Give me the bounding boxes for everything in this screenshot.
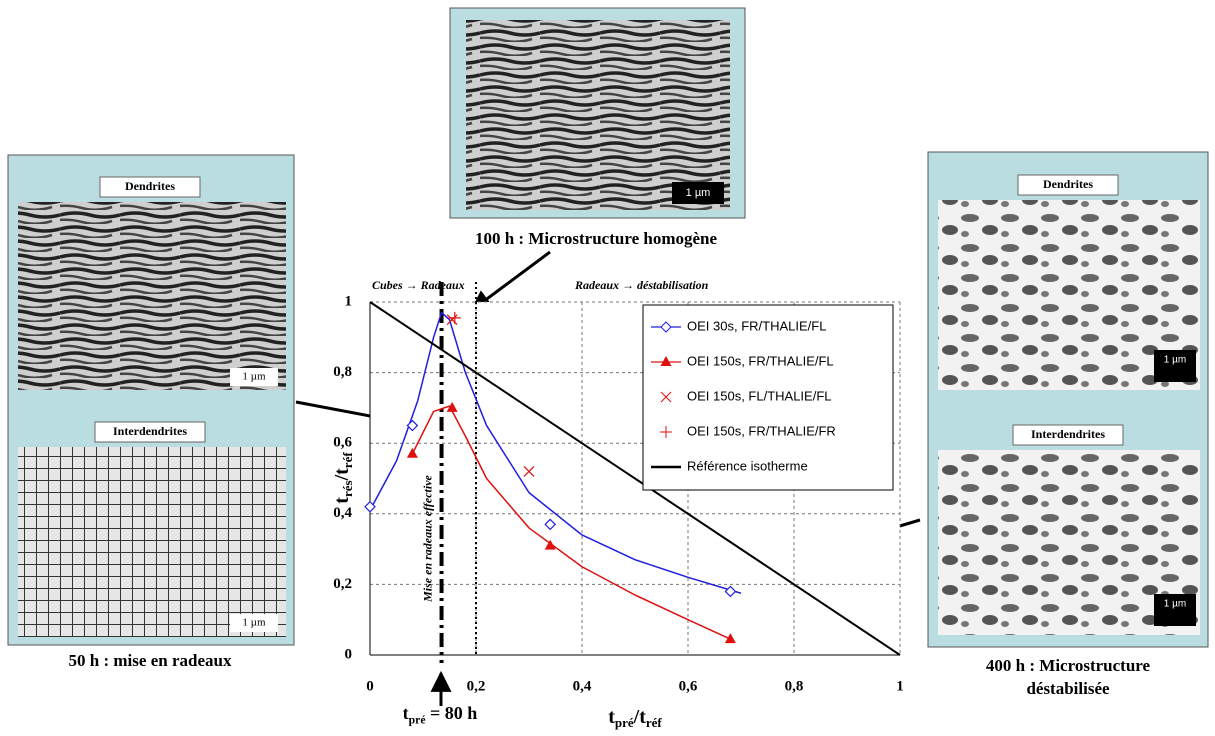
legend-label: OEI 30s, FR/THALIE/FL xyxy=(687,318,826,333)
x-axis-title-part: pré xyxy=(615,715,634,730)
x-axis-title-part: réf xyxy=(646,715,663,730)
panel-label: Interdendrites xyxy=(113,424,187,438)
y-axis-title-part: /t xyxy=(331,468,353,482)
marker xyxy=(544,539,556,550)
marker xyxy=(523,466,535,477)
caption: 400 h : Microstructure xyxy=(986,656,1151,675)
legend-marker xyxy=(660,321,672,333)
stage-label: Cubes → Radeaux xyxy=(372,278,465,292)
vertical-label: Mise en radeaux effective xyxy=(420,474,434,602)
micrograph xyxy=(18,447,286,637)
micrograph xyxy=(466,20,730,210)
tpre-label-part: = 80 h xyxy=(426,703,478,723)
marker xyxy=(406,419,419,432)
legend-marker xyxy=(660,391,672,403)
x-tick-label: 0,2 xyxy=(467,678,486,694)
y-axis-title-part: rés xyxy=(340,480,355,497)
legend-marker xyxy=(660,426,672,438)
y-axis-title-part: t xyxy=(331,497,353,504)
label-box xyxy=(99,176,201,198)
tpre-label-part: pré xyxy=(409,713,426,726)
panel-label: Dendrites xyxy=(125,179,175,193)
legend-label: OEI 150s, FR/THALIE/FR xyxy=(687,423,836,438)
marker xyxy=(448,311,461,324)
x-axis-title-part: t xyxy=(608,706,615,728)
legend-label: OEI 150s, FR/THALIE/FL xyxy=(687,353,834,368)
scale-label: 1 µm xyxy=(1164,599,1186,610)
caption: déstabilisée xyxy=(1026,679,1110,698)
marker xyxy=(364,500,376,513)
scale-label: 1 µm xyxy=(242,371,266,383)
caption: 50 h : mise en radeaux xyxy=(69,651,232,670)
scale-label: 1 µm xyxy=(1164,355,1186,366)
y-tick-label: 1 xyxy=(345,293,353,309)
scale-bar xyxy=(230,368,278,386)
x-axis-title: tpré/tréf xyxy=(608,706,662,730)
x-axis-title-part: /t xyxy=(633,706,647,728)
y-tick-label: 0,2 xyxy=(333,576,352,592)
fit-curve xyxy=(411,405,731,640)
legend-marker xyxy=(660,356,672,366)
panel-label: Dendrites xyxy=(1043,177,1093,191)
label-box xyxy=(1012,424,1124,446)
scale-label: 1 µm xyxy=(242,617,266,629)
y-tick-label: 0,6 xyxy=(333,435,352,451)
x-tick-label: 0,6 xyxy=(679,678,698,694)
marker xyxy=(446,401,458,412)
label-box xyxy=(1017,174,1119,196)
reference-line xyxy=(369,301,901,656)
scale-bar xyxy=(230,614,278,632)
fit-curve xyxy=(369,311,742,594)
x-tick-label: 0 xyxy=(366,678,374,694)
legend xyxy=(642,304,894,491)
legend-symbol xyxy=(660,426,672,438)
label-box xyxy=(94,421,206,443)
micrograph xyxy=(18,202,286,390)
y-tick-label: 0,4 xyxy=(333,505,352,521)
legend-symbol xyxy=(660,321,672,333)
x-tick-label: 0,8 xyxy=(785,678,804,694)
y-tick-label: 0,8 xyxy=(333,364,352,380)
y-axis-title-part: réf xyxy=(340,452,355,469)
legend-symbol xyxy=(660,356,672,366)
marker xyxy=(446,314,458,326)
arrow xyxy=(470,250,551,312)
stage-label: Radeaux → déstabilisation xyxy=(574,278,709,292)
marker xyxy=(406,447,418,458)
marker xyxy=(724,585,737,598)
scale-label: 1 µm xyxy=(686,187,711,199)
scale-bar xyxy=(672,182,724,204)
y-axis-title: trés/tréf xyxy=(331,452,355,504)
y-tick-label: 0 xyxy=(345,646,353,662)
legend-label: Référence isotherme xyxy=(687,458,808,473)
tpre-label: tpré = 80 h xyxy=(403,703,478,726)
scale-bar xyxy=(1154,594,1196,626)
panel-label: Interdendrites xyxy=(1031,427,1105,441)
legend-symbol xyxy=(660,391,672,403)
marker xyxy=(544,518,557,531)
caption: 100 h : Microstructure homogène xyxy=(475,229,718,248)
marker xyxy=(724,633,736,644)
scale-bar xyxy=(1154,350,1196,382)
x-tick-label: 0,4 xyxy=(573,678,592,694)
legend-label: OEI 150s, FL/THALIE/FL xyxy=(687,388,832,403)
tpre-label-part: t xyxy=(403,703,409,723)
x-tick-label: 1 xyxy=(896,678,904,694)
